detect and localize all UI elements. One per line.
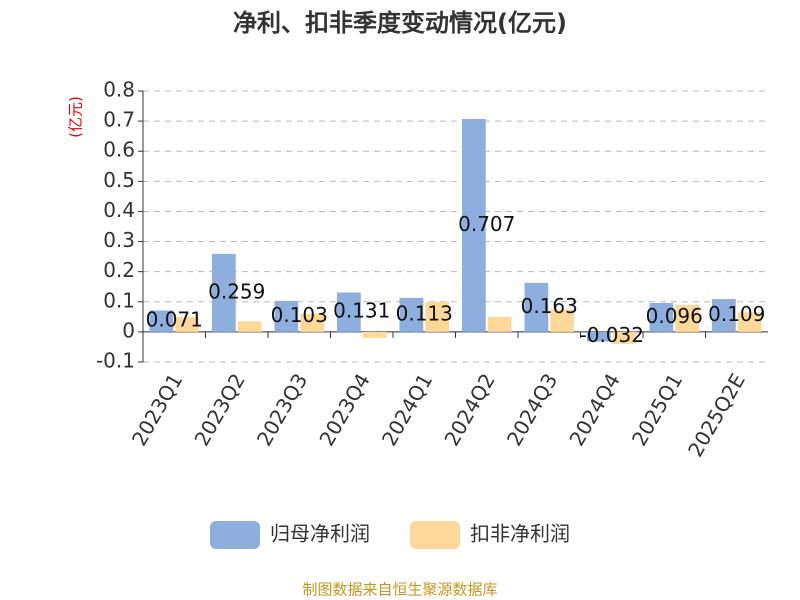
legend-label: 扣非净利润 (470, 522, 570, 546)
x-tick-label: 2024Q3 (502, 369, 562, 450)
bar (362, 331, 387, 338)
bar (712, 299, 736, 332)
y-tick-label: -0.1 (96, 349, 135, 373)
value-label: 0.103 (271, 303, 328, 327)
x-tick-label: 2023Q2 (189, 369, 249, 450)
value-label: 0.259 (208, 279, 265, 303)
y-tick-label: 0.7 (103, 108, 135, 132)
y-tick-label: 0.1 (103, 288, 135, 312)
bar (425, 301, 449, 332)
y-tick-label: 0.4 (103, 198, 135, 222)
source-note: 制图数据来自恒生聚源数据库 (302, 581, 497, 599)
y-tick-label: 0.2 (103, 258, 135, 282)
x-tick-label: 2025Q2E (683, 369, 750, 461)
x-tick-label: 2023Q4 (314, 369, 374, 450)
y-tick-label: 0 (122, 318, 135, 342)
bar (149, 310, 174, 332)
legend-label: 归母净利润 (270, 522, 370, 546)
bar (337, 292, 361, 332)
value-label: -0.032 (580, 323, 644, 347)
bar (524, 282, 549, 332)
bar (675, 304, 699, 332)
value-label: 0.071 (146, 308, 203, 332)
legend-swatch (210, 521, 260, 549)
bar (649, 302, 674, 332)
bar (737, 312, 762, 332)
y-tick-label: 0.5 (103, 168, 135, 192)
bar (399, 297, 424, 332)
x-tick-label: 2024Q4 (564, 369, 624, 450)
bar (587, 331, 611, 342)
bar (274, 300, 299, 332)
bar (237, 321, 262, 332)
value-label: 0.707 (458, 212, 515, 236)
x-tick-label: 2025Q1 (627, 369, 687, 450)
value-label: 0.096 (646, 304, 703, 328)
value-label: 0.113 (396, 301, 453, 325)
legend-swatch (410, 521, 460, 549)
bar (550, 309, 574, 332)
bar (212, 253, 236, 332)
value-label: 0.131 (333, 299, 390, 323)
x-tick-label: 2024Q2 (439, 369, 499, 450)
bar (462, 119, 486, 332)
y-tick-label: 0.3 (103, 228, 135, 252)
y-axis-label: (亿元) (67, 96, 85, 138)
bar (612, 331, 637, 344)
y-tick-label: 0.6 (103, 138, 135, 162)
y-tick-label: 0.8 (103, 78, 135, 102)
x-tick-label: 2023Q1 (127, 369, 187, 450)
bar (175, 316, 199, 332)
chart-title: 净利、扣非季度变动情况(亿元) (233, 9, 567, 37)
bar (487, 316, 512, 332)
x-tick-label: 2023Q3 (252, 369, 312, 450)
value-label: 0.163 (521, 294, 578, 318)
x-tick-label: 2024Q1 (377, 369, 437, 450)
value-label: 0.109 (708, 302, 765, 326)
bar (300, 313, 324, 332)
